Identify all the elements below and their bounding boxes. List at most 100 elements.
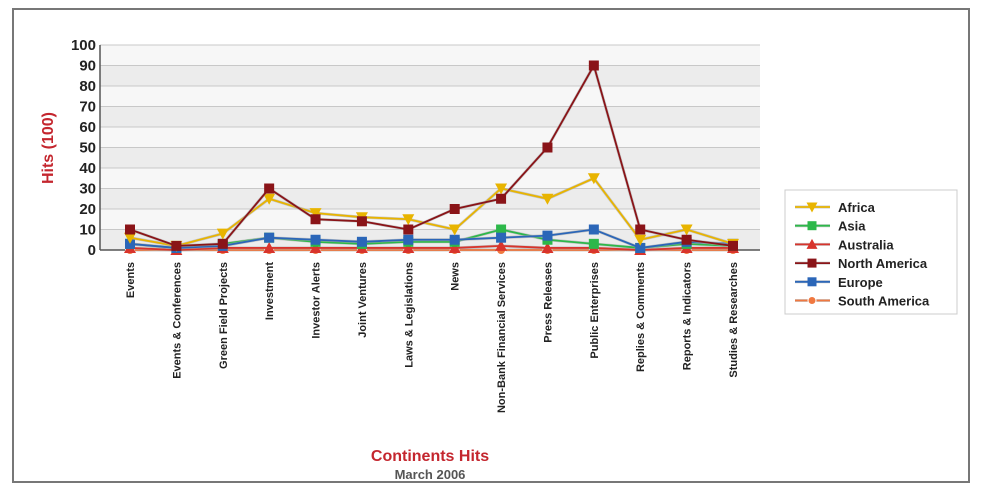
data-point	[495, 239, 508, 251]
grid	[100, 44, 760, 251]
data-point	[402, 214, 415, 226]
data-point	[171, 240, 182, 251]
x-tick-label: Public Enterprises	[589, 262, 601, 359]
x-tick-label: News	[450, 262, 462, 291]
y-tick-label: 80	[79, 78, 96, 95]
legend-item: North America	[795, 256, 928, 271]
grid-band	[100, 65, 760, 86]
series-australia	[124, 239, 739, 255]
data-point	[807, 277, 817, 287]
x-tick-label: Events	[125, 262, 137, 298]
y-tick-label: 100	[71, 37, 96, 54]
data-point	[448, 241, 461, 253]
y-tick-label: 40	[79, 160, 96, 177]
x-tick-label: Green Field Projects	[218, 262, 230, 369]
chart-subtitle: March 2006	[395, 467, 466, 482]
grid-band	[100, 147, 760, 168]
data-point	[124, 232, 136, 244]
series-line	[129, 63, 734, 247]
data-point	[403, 234, 414, 245]
data-point	[807, 296, 817, 305]
data-point	[588, 60, 599, 71]
data-point	[680, 224, 693, 236]
legend-item: Asia	[795, 219, 866, 234]
y-axis-label: Hits (100)	[40, 112, 57, 184]
series-line	[129, 177, 734, 247]
grid-band	[100, 127, 760, 148]
legend-item: Europe	[795, 275, 883, 290]
y-tick-label: 60	[79, 119, 96, 136]
data-point	[402, 241, 415, 253]
data-point	[264, 183, 275, 194]
data-point	[217, 238, 228, 249]
data-point	[125, 238, 135, 249]
x-tick-label: Investment	[264, 262, 276, 320]
data-point	[449, 234, 460, 245]
data-point	[496, 232, 507, 243]
data-point	[125, 224, 135, 235]
legend-item: South America	[795, 294, 930, 309]
x-tick-label: Events & Conferences	[171, 262, 183, 379]
data-point	[635, 242, 646, 253]
legend-label: Africa	[838, 200, 876, 215]
y-tick-label: 90	[79, 58, 96, 75]
data-point	[541, 193, 554, 205]
series-line	[129, 228, 734, 249]
series-north-america	[125, 60, 738, 251]
legend-box	[784, 189, 958, 315]
legend-item: Australia	[795, 237, 894, 252]
series-line	[129, 228, 734, 249]
legend-label: Asia	[838, 219, 866, 234]
data-point	[681, 234, 692, 245]
data-point	[635, 224, 646, 235]
data-point	[310, 214, 321, 225]
data-point	[309, 241, 322, 253]
data-point	[587, 173, 600, 185]
y-tick-label: 50	[79, 140, 96, 157]
data-point	[542, 142, 553, 153]
legend-item: Africa	[795, 200, 876, 215]
data-point	[309, 208, 322, 220]
grid-band	[100, 86, 760, 107]
x-tick-label: Studies & Researches	[728, 262, 740, 378]
y-tick-label: 30	[79, 181, 96, 198]
data-point	[542, 230, 553, 241]
data-point	[448, 224, 461, 236]
grid-band	[100, 168, 760, 189]
data-point	[807, 221, 817, 231]
data-point	[496, 224, 507, 235]
data-point	[728, 240, 738, 251]
data-point	[495, 183, 508, 195]
grid-band	[100, 188, 760, 209]
x-tick-label: Reports & Indicators	[682, 262, 694, 370]
x-tick-labels: Events Events & Conferences Green Field Pr…	[125, 262, 740, 413]
x-tick-label: Laws & Legislations	[403, 262, 415, 368]
y-tick-labels: 0 10 20 30 40 50 60 70 80 90 100	[71, 37, 96, 259]
data-point	[806, 238, 818, 249]
legend-label: North America	[838, 256, 928, 271]
data-point	[496, 193, 507, 204]
y-tick-label: 20	[79, 201, 96, 218]
x-tick-label: Replies & Comments	[635, 262, 647, 372]
legend-label: Europe	[838, 275, 883, 290]
data-point	[806, 202, 818, 213]
grid-band	[100, 45, 760, 66]
chart-title: Continents Hits	[371, 448, 489, 465]
legend-label: South America	[838, 294, 930, 309]
data-point	[216, 228, 229, 240]
legend-label: Australia	[838, 237, 894, 252]
data-point	[263, 193, 276, 205]
series-lines	[124, 60, 739, 255]
data-point	[449, 204, 460, 214]
y-tick-label: 70	[79, 99, 96, 116]
data-point	[403, 224, 414, 235]
data-point	[588, 238, 599, 249]
data-point	[356, 216, 367, 227]
series-line	[129, 244, 733, 251]
x-tick-label: Investor Alerts	[311, 262, 323, 339]
y-tick-label: 0	[88, 242, 96, 259]
data-point	[588, 224, 599, 235]
data-point	[356, 236, 367, 247]
x-tick-label: Press Releases	[542, 262, 554, 343]
